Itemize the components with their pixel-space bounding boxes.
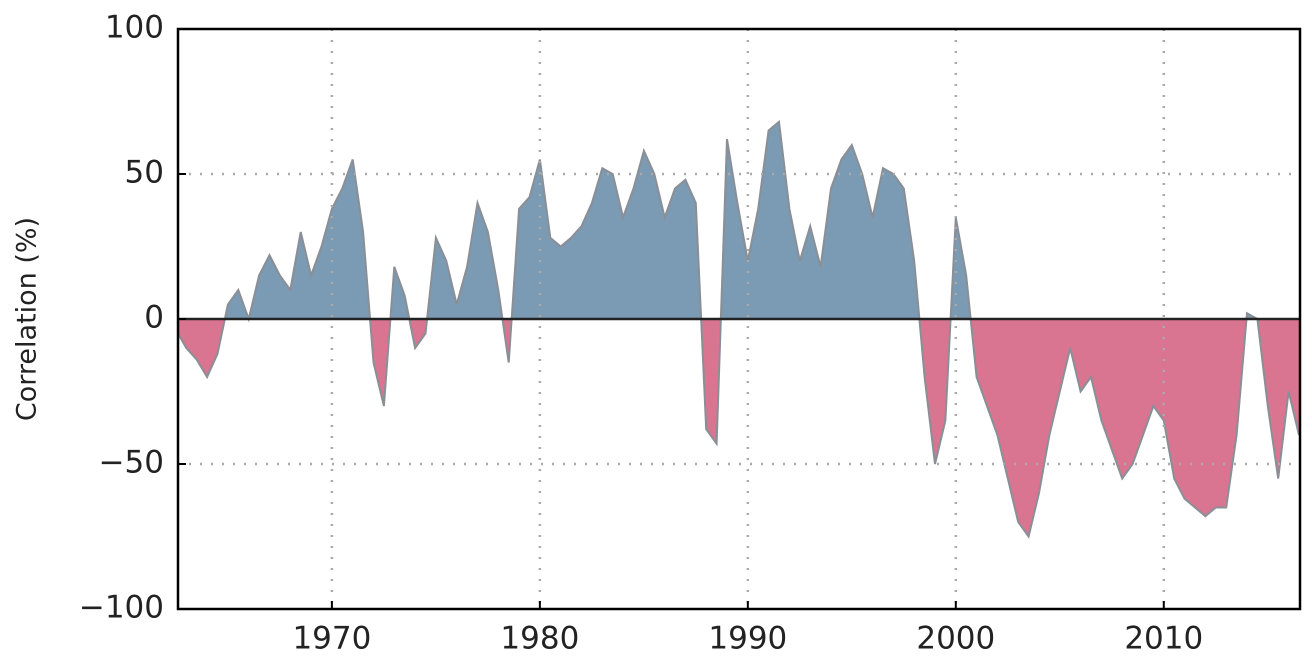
x-tick-label: 1990 bbox=[708, 621, 787, 657]
negative-area bbox=[178, 319, 1299, 537]
y-tick-label: 0 bbox=[144, 300, 164, 336]
positive-area bbox=[178, 121, 1299, 319]
x-tick-label: 2000 bbox=[916, 621, 995, 657]
y-axis-label: Correlation (%) bbox=[12, 217, 43, 421]
x-tick-label: 1980 bbox=[500, 621, 579, 657]
y-tick-label: −50 bbox=[99, 445, 164, 481]
series-line bbox=[178, 119, 1300, 539]
x-tick-label: 2010 bbox=[1124, 621, 1203, 657]
y-tick-label: 100 bbox=[105, 10, 164, 46]
plot-frame bbox=[176, 27, 1302, 611]
y-tick-label: 50 bbox=[125, 155, 164, 191]
y-tick-label: −100 bbox=[79, 590, 164, 626]
x-tick-label: 1970 bbox=[292, 621, 371, 657]
